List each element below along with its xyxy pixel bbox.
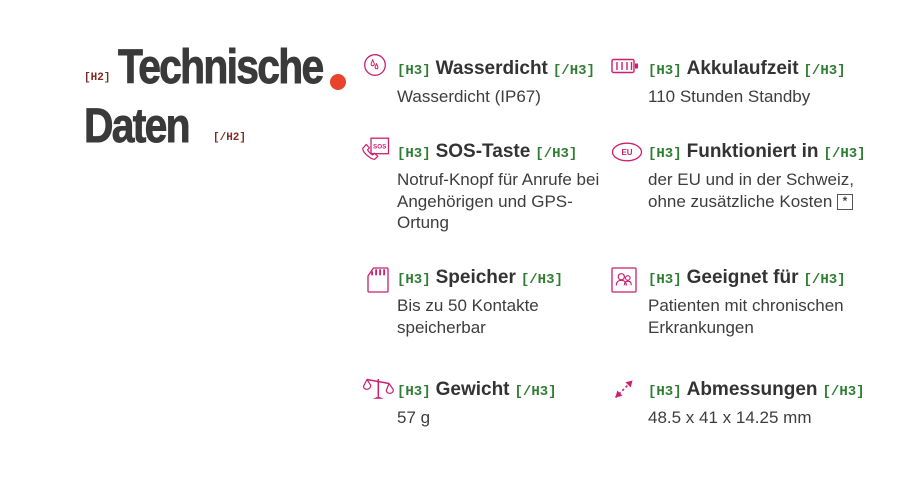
svg-text:SOS: SOS xyxy=(373,144,386,151)
svg-text:EU: EU xyxy=(621,148,632,157)
